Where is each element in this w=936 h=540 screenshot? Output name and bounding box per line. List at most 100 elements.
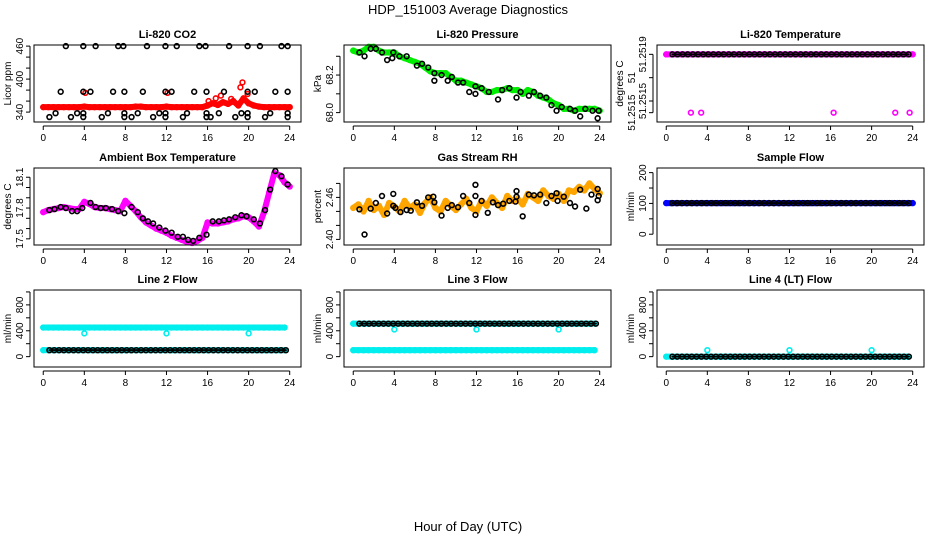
data-point (102, 204, 110, 212)
data-point (592, 320, 600, 327)
series-line4-black (669, 353, 913, 360)
x-tick-label: 20 (553, 378, 565, 389)
data-point (217, 92, 225, 99)
y-axis-label: ml/min (626, 192, 637, 221)
data-point (238, 109, 245, 117)
data-point (576, 186, 584, 193)
data-point (284, 109, 291, 117)
data-point (442, 197, 449, 205)
data-point (284, 181, 291, 188)
x-tick-label: 4 (705, 256, 711, 267)
data-point (576, 113, 584, 120)
data-point (444, 204, 451, 212)
panel-li-820-temperature: Li-820 Temperature degrees C 0 4 8 12 16 20 24 51… (615, 29, 925, 144)
x-tick-label: 16 (825, 133, 837, 144)
data-point (183, 109, 191, 117)
data-point (284, 88, 291, 95)
x-tick-label: 12 (161, 133, 173, 144)
plot-frame (33, 289, 302, 368)
data-point (519, 213, 526, 220)
data-point (212, 95, 219, 102)
data-point (244, 42, 251, 50)
data-point (868, 346, 875, 354)
y-tick-label: 400 (15, 322, 26, 339)
x-tick-label: 4 (392, 378, 398, 389)
data-point (396, 53, 403, 60)
x-tick-label: 16 (512, 256, 524, 267)
data-point (121, 209, 128, 217)
series-co2-black (46, 42, 291, 121)
data-point (266, 186, 274, 193)
data-point (356, 206, 363, 213)
data-point (483, 202, 490, 210)
panel-title: Sample Flow (757, 152, 825, 164)
panel-title: Li-820 CO2 (139, 29, 196, 41)
data-point (372, 45, 380, 52)
data-point (463, 79, 470, 86)
y-tick-label: 800 (325, 296, 336, 313)
data-point (438, 71, 445, 79)
data-point (594, 115, 601, 122)
data-point (162, 109, 169, 117)
data-point (51, 205, 58, 213)
panel-sample-flow: Sample Flow ml/min 0 4 8 12 16 20 24 0 100 200 (626, 152, 925, 267)
y-tick-label: 18.1 (15, 167, 26, 187)
y-tick-label: 51 (627, 72, 638, 84)
data-point (536, 92, 544, 99)
x-tick-label: 0 (350, 378, 356, 389)
data-point (588, 191, 595, 198)
y-tick-label: 51.2515 (627, 94, 638, 131)
y-axis-label: ml/min (626, 314, 637, 343)
data-point (478, 84, 485, 92)
plot-frame (343, 167, 612, 246)
y-tick-label: 800 (638, 296, 649, 313)
data-point (81, 198, 88, 206)
data-point (189, 237, 197, 245)
y-tick-label: 0 (15, 353, 26, 359)
data-point (499, 200, 507, 207)
x-tick-label: 16 (825, 256, 837, 267)
x-tick-label: 24 (907, 256, 919, 267)
x-tick-label: 8 (746, 378, 752, 389)
x-tick-label: 24 (284, 378, 296, 389)
x-tick-label: 12 (784, 378, 796, 389)
x-tick-label: 0 (40, 378, 46, 389)
x-tick-label: 20 (866, 256, 878, 267)
data-point (454, 204, 462, 211)
data-point (367, 205, 374, 212)
data-point (227, 95, 235, 103)
data-point (209, 218, 216, 225)
series-band (350, 43, 603, 114)
data-point (571, 203, 579, 210)
data-point (196, 234, 203, 242)
data-point (401, 197, 408, 205)
y-axis-label: Licor ppm (3, 62, 14, 106)
data-point (80, 113, 87, 121)
y-tick-label: 68.2 (325, 65, 336, 85)
data-point (406, 56, 413, 64)
data-point (139, 215, 147, 222)
x-tick-label: 4 (82, 133, 88, 144)
y-tick-label: 400 (638, 322, 649, 339)
x-tick-label: 16 (202, 133, 214, 144)
data-point (519, 201, 526, 208)
series-line2-cyan-outliers (81, 330, 252, 337)
data-point (162, 42, 169, 50)
series-ambient-magenta (40, 169, 293, 247)
data-point (168, 229, 175, 236)
data-point (418, 60, 426, 67)
data-point (391, 326, 398, 333)
data-point (203, 88, 210, 95)
data-point (205, 97, 212, 105)
x-tick-label: 12 (784, 256, 796, 267)
data-point (548, 101, 555, 109)
data-point (207, 113, 214, 121)
series-line2-black (46, 346, 290, 354)
panel-li-820-pressure: Li-820 Pressure kPa 0 4 8 12 16 20 24 68.0 68.2 (313, 29, 612, 144)
x-tick-label: 24 (907, 133, 919, 144)
data-point (583, 205, 590, 212)
data-point (589, 107, 596, 114)
y-axis-label: ml/min (313, 314, 324, 343)
series-line3-black (356, 320, 600, 327)
data-point (830, 109, 837, 116)
